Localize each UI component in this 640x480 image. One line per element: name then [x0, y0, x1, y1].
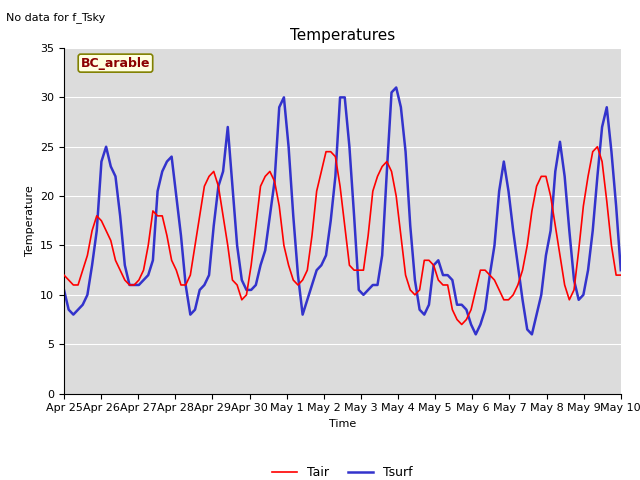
Legend: Tair, Tsurf: Tair, Tsurf — [268, 461, 417, 480]
Text: No data for f_Tsky: No data for f_Tsky — [6, 12, 106, 23]
X-axis label: Time: Time — [329, 419, 356, 429]
Y-axis label: Temperature: Temperature — [24, 185, 35, 256]
Text: BC_arable: BC_arable — [81, 57, 150, 70]
Title: Temperatures: Temperatures — [290, 28, 395, 43]
